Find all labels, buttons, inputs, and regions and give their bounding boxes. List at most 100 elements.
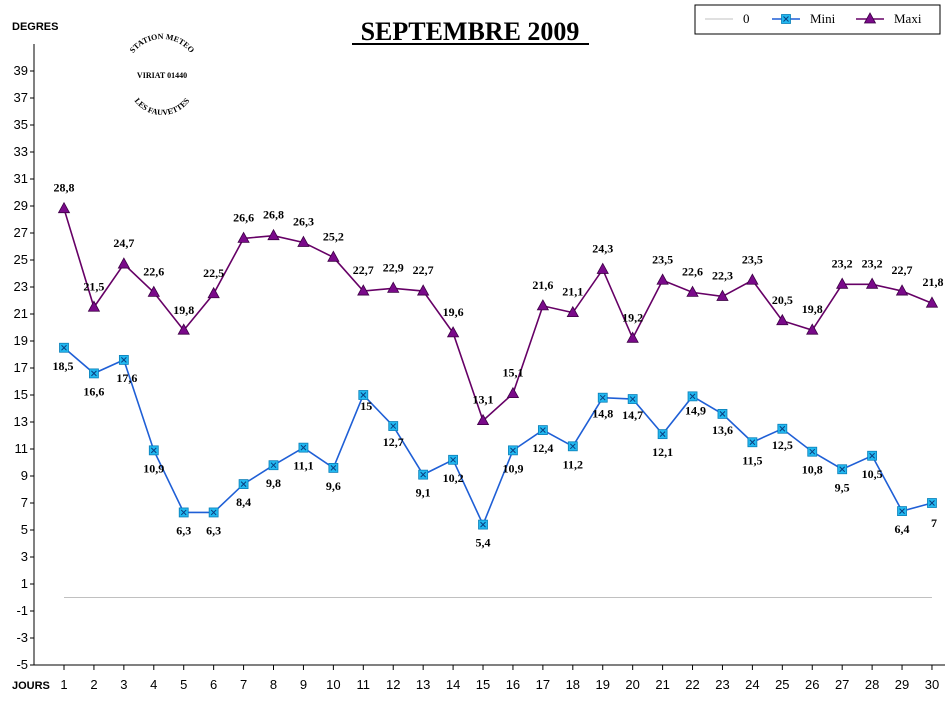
x-tick-label: 6 — [210, 677, 217, 692]
data-label: 22,5 — [203, 266, 224, 280]
x-tick-label: 26 — [805, 677, 819, 692]
y-tick-label: 19 — [14, 333, 28, 348]
x-tick-label: 16 — [506, 677, 520, 692]
data-label: 26,3 — [293, 214, 314, 228]
data-label: 8,4 — [236, 495, 251, 509]
x-tick-label: 21 — [655, 677, 669, 692]
data-label: 14,7 — [622, 408, 643, 422]
x-tick-label: 18 — [566, 677, 580, 692]
data-label: 10,9 — [143, 461, 164, 475]
data-label: 26,8 — [263, 208, 284, 222]
chart-title-text: SEPTEMBRE 2009 — [361, 17, 580, 46]
data-labels-group: 18,5 16,6 17,6 10,9 6,3 6,3 8,4 9,8 11,1 9,6 15 12,… — [53, 181, 944, 550]
data-label: 15 — [360, 399, 372, 413]
data-label: 22,3 — [712, 268, 733, 282]
data-label: 6,3 — [206, 523, 221, 537]
data-label: 9,6 — [326, 479, 341, 493]
x-tick-label: 15 — [476, 677, 490, 692]
mini-point — [837, 464, 848, 475]
data-label: 12,4 — [532, 441, 553, 455]
data-label: 18,5 — [53, 359, 74, 373]
y-tick-label: 13 — [14, 414, 28, 429]
data-label: 12,5 — [772, 438, 793, 452]
series-line-maxi — [63, 208, 933, 423]
mini-point — [238, 479, 249, 490]
data-label: 22,6 — [143, 264, 164, 278]
mini-point — [89, 368, 99, 379]
data-label: 17,6 — [116, 371, 137, 385]
x-tick-label: 11 — [357, 677, 371, 692]
maxi-point — [686, 285, 699, 297]
chart-title: SEPTEMBRE 2009 — [352, 17, 589, 46]
x-tick-label: 3 — [120, 677, 127, 692]
y-tick-label: 33 — [14, 144, 28, 159]
x-tick-label: 28 — [865, 677, 879, 692]
y-tick-label: 29 — [14, 198, 28, 213]
data-label: 14,9 — [685, 403, 706, 417]
mini-point — [537, 425, 548, 436]
mini-point — [178, 507, 189, 518]
mini-point — [627, 394, 638, 404]
station-stamp: STATION METEO VIRIAT 01440 LES FAUVETTES — [128, 32, 196, 117]
maxi-point — [237, 231, 250, 243]
mini-point — [807, 446, 818, 457]
maxi-point — [387, 281, 400, 293]
data-label: 5,4 — [476, 536, 491, 550]
mini-point — [747, 437, 758, 448]
data-label: 11,1 — [293, 459, 313, 473]
series-maxi — [57, 201, 939, 426]
mini-point — [867, 450, 878, 461]
data-label: 21,6 — [532, 278, 553, 292]
mini-point — [478, 519, 488, 530]
y-tick-label: 23 — [14, 279, 28, 294]
y-tick-label: 17 — [14, 360, 28, 375]
maxi-point — [207, 286, 220, 299]
legend-label: Maxi — [894, 11, 922, 26]
legend-item-mini: Mini — [772, 11, 836, 26]
y-tick-label: 9 — [21, 468, 28, 483]
data-label: 23,5 — [742, 252, 763, 266]
stamp-middle-text: VIRIAT 01440 — [137, 71, 187, 80]
x-tick-label: 1 — [60, 677, 67, 692]
axes: -5-3-11357911131517192123252729313335373… — [14, 44, 945, 692]
y-axis-title: DEGRES — [12, 21, 58, 33]
x-tick-label: 7 — [240, 677, 247, 692]
x-tick-label: 25 — [775, 677, 789, 692]
data-label: 23,5 — [652, 252, 673, 266]
mini-point — [597, 392, 608, 403]
mini-point — [148, 445, 159, 456]
series-mini — [59, 342, 937, 530]
y-tick-label: 31 — [14, 171, 28, 186]
x-tick-label: 13 — [416, 677, 430, 692]
x-tick-label: 5 — [180, 677, 187, 692]
data-label: 28,8 — [54, 181, 75, 195]
y-tick-label: 15 — [14, 387, 28, 402]
data-label: 10,5 — [862, 467, 883, 481]
legend-box — [694, 4, 941, 35]
mini-point — [897, 506, 907, 517]
maxi-point — [267, 228, 280, 241]
y-tick-label: 21 — [14, 306, 28, 321]
data-label: 21,5 — [83, 279, 104, 293]
data-label: 22,7 — [413, 263, 434, 277]
data-label: 9,5 — [835, 480, 850, 494]
data-label: 6,4 — [895, 522, 910, 536]
data-label: 26,6 — [233, 210, 254, 224]
y-tick-label: 27 — [14, 225, 28, 240]
mini-point — [268, 460, 279, 471]
x-tick-label: 9 — [300, 677, 307, 692]
y-tick-label: 37 — [14, 90, 28, 105]
y-tick-label: 11 — [15, 441, 29, 456]
data-label: 11,5 — [742, 453, 762, 467]
data-label: 24,7 — [113, 236, 134, 250]
y-tick-label: 3 — [21, 549, 28, 564]
x-tick-label: 8 — [270, 677, 277, 692]
data-label: 12,1 — [652, 445, 673, 459]
maxi-point — [716, 289, 729, 301]
maxi-point — [925, 296, 939, 308]
mini-point — [448, 454, 458, 465]
data-label: 9,8 — [266, 476, 281, 490]
y-tick-label: 25 — [14, 252, 28, 267]
data-label: 10,8 — [802, 463, 823, 477]
x-tick-label: 24 — [745, 677, 759, 692]
